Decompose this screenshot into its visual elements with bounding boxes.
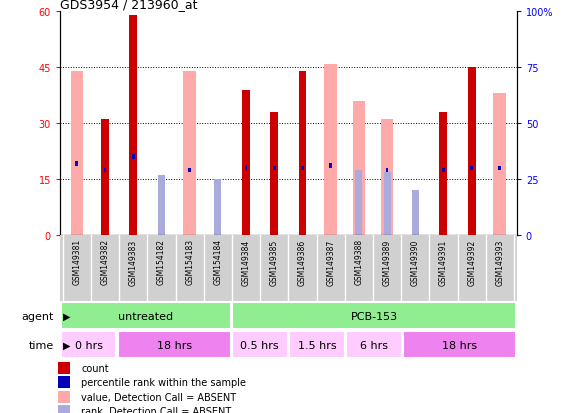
Bar — [158, 175, 165, 235]
Bar — [346, 332, 402, 358]
Bar — [58, 377, 70, 388]
Bar — [71, 72, 83, 235]
Bar — [412, 191, 419, 235]
Bar — [232, 303, 516, 329]
Bar — [232, 332, 288, 358]
Text: 0.5 hrs: 0.5 hrs — [240, 340, 279, 350]
Bar — [188, 169, 191, 173]
Bar — [132, 155, 135, 159]
Text: GSM149382: GSM149382 — [100, 239, 110, 285]
Bar — [58, 391, 70, 403]
Text: GSM149392: GSM149392 — [467, 239, 476, 285]
Text: untreated: untreated — [118, 311, 173, 321]
Text: GSM149384: GSM149384 — [242, 239, 251, 285]
Bar — [270, 113, 278, 235]
Text: ▶: ▶ — [63, 311, 70, 321]
Bar — [352, 102, 365, 235]
Text: 0 hrs: 0 hrs — [74, 340, 103, 350]
Bar — [75, 162, 78, 166]
Bar — [468, 68, 476, 235]
Text: count: count — [81, 363, 109, 373]
Bar — [61, 303, 231, 329]
Text: GSM149383: GSM149383 — [129, 239, 138, 285]
Bar — [244, 166, 247, 171]
Bar — [118, 332, 231, 358]
Bar — [101, 120, 109, 235]
Text: GSM149385: GSM149385 — [270, 239, 279, 285]
Bar — [61, 332, 116, 358]
Bar — [104, 169, 106, 173]
Text: PCB-153: PCB-153 — [351, 311, 397, 321]
Bar — [385, 169, 388, 173]
Bar — [381, 120, 393, 235]
Bar — [471, 166, 473, 171]
Bar — [129, 16, 137, 235]
Text: time: time — [29, 340, 54, 350]
Bar — [214, 180, 222, 235]
Text: GSM149393: GSM149393 — [495, 239, 504, 285]
Bar — [440, 113, 448, 235]
Text: GSM149390: GSM149390 — [411, 239, 420, 285]
Bar — [355, 171, 363, 235]
Text: GSM154184: GSM154184 — [214, 239, 222, 285]
Text: GSM149381: GSM149381 — [73, 239, 82, 285]
Text: 18 hrs: 18 hrs — [156, 340, 192, 350]
Bar — [242, 90, 250, 235]
Bar — [289, 332, 345, 358]
Text: GSM154183: GSM154183 — [185, 239, 194, 285]
Text: rank, Detection Call = ABSENT: rank, Detection Call = ABSENT — [81, 406, 232, 413]
Text: GSM149388: GSM149388 — [355, 239, 363, 285]
Text: value, Detection Call = ABSENT: value, Detection Call = ABSENT — [81, 392, 236, 402]
Text: GSM149391: GSM149391 — [439, 239, 448, 285]
Bar — [442, 169, 445, 173]
Bar — [324, 64, 337, 235]
Text: ▶: ▶ — [63, 340, 70, 350]
Bar — [58, 362, 70, 374]
Text: GSM149389: GSM149389 — [383, 239, 392, 285]
Bar — [498, 166, 501, 171]
Bar — [58, 406, 70, 413]
Bar — [273, 166, 276, 171]
Text: 1.5 hrs: 1.5 hrs — [297, 340, 336, 350]
Text: 6 hrs: 6 hrs — [360, 340, 388, 350]
Bar — [493, 94, 506, 235]
Bar — [299, 72, 307, 235]
Bar — [329, 164, 332, 169]
Bar — [403, 332, 516, 358]
Bar — [301, 166, 304, 171]
Text: GSM149387: GSM149387 — [326, 239, 335, 285]
Text: GDS3954 / 213960_at: GDS3954 / 213960_at — [60, 0, 198, 11]
Text: 18 hrs: 18 hrs — [442, 340, 477, 350]
Bar — [183, 72, 196, 235]
Text: GSM149386: GSM149386 — [298, 239, 307, 285]
Bar — [384, 173, 391, 235]
Text: GSM154182: GSM154182 — [157, 239, 166, 285]
Text: percentile rank within the sample: percentile rank within the sample — [81, 377, 246, 387]
Text: agent: agent — [22, 311, 54, 321]
